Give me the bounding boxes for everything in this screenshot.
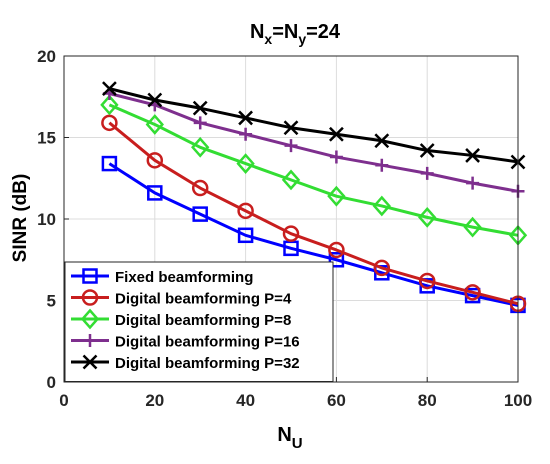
data-point — [372, 195, 391, 217]
legend-marker — [80, 308, 100, 330]
data-point — [282, 225, 300, 242]
x-axis-label-sub: U — [292, 435, 303, 452]
x-tick-label: 20 — [145, 391, 164, 410]
series-line — [108, 162, 519, 307]
data-point — [147, 185, 163, 201]
data-point — [102, 81, 117, 96]
data-point — [239, 127, 253, 141]
y-tick-label: 5 — [47, 292, 56, 311]
data-point — [284, 139, 298, 153]
data-point — [420, 166, 434, 180]
legend-box — [64, 261, 334, 382]
y-axis-label: SINR (dB) — [10, 174, 31, 263]
legend-item: Fixed beamforming — [71, 268, 253, 286]
data-point — [465, 148, 480, 163]
chart-title-tail: =24 — [306, 21, 341, 43]
x-tick-label: 0 — [59, 391, 68, 410]
chart-title-base: N — [250, 21, 264, 43]
x-axis-label-base: N — [277, 424, 291, 446]
series-line — [109, 87, 519, 164]
series-line — [109, 92, 519, 193]
legend-marker — [82, 354, 98, 370]
data-point — [238, 110, 253, 126]
series-line — [108, 121, 519, 306]
data-point — [236, 153, 255, 174]
legend-label: Digital beamforming P=4 — [115, 291, 292, 308]
data-point — [373, 259, 391, 277]
legend-item: Digital beamforming P=32 — [71, 354, 300, 372]
legend-item: Digital beamforming P=4 — [71, 289, 292, 308]
data-point — [283, 120, 299, 136]
data-point — [466, 176, 480, 190]
chart-title-mid: =N — [272, 21, 298, 43]
x-tick-label: 40 — [236, 391, 255, 410]
data-point — [191, 179, 209, 197]
legend-item: Digital beamforming P=8 — [71, 308, 291, 330]
data-point — [101, 114, 118, 132]
data-point — [327, 185, 346, 207]
chart-title-sub1: x — [264, 31, 272, 47]
data-point — [374, 133, 390, 149]
data-point — [145, 114, 164, 135]
x-tick-label: 100 — [504, 391, 532, 410]
chart-title-sub2: y — [298, 31, 306, 47]
x-tick-label: 60 — [327, 391, 346, 410]
data-point — [191, 136, 210, 158]
series-layer — [100, 81, 528, 314]
legend-marker — [81, 289, 99, 306]
data-point — [464, 284, 481, 301]
legend-item: Digital beamforming P=16 — [71, 334, 300, 351]
data-point — [101, 155, 118, 172]
data-point — [100, 94, 119, 116]
y-tick-label: 10 — [37, 210, 56, 229]
data-point — [329, 126, 344, 142]
data-point — [329, 150, 343, 164]
legend-label: Fixed beamforming — [115, 269, 253, 286]
data-point — [419, 143, 435, 158]
legend-label: Digital beamforming P=16 — [115, 334, 300, 351]
y-tick-label: 20 — [37, 47, 56, 66]
legend: Fixed beamforming Digital beamforming P=4… — [64, 261, 334, 382]
data-point — [237, 227, 254, 244]
series-line — [108, 103, 519, 237]
data-point — [237, 202, 254, 220]
y-tick-label: 15 — [37, 129, 56, 148]
x-tick-label: 80 — [418, 391, 437, 410]
data-point — [281, 169, 301, 191]
data-point — [192, 100, 208, 116]
data-point — [328, 252, 345, 268]
data-point — [463, 216, 482, 238]
legend-label: Digital beamforming P=32 — [115, 355, 300, 372]
series-3 — [100, 94, 528, 246]
x-axis-label: NU — [277, 424, 302, 452]
data-point — [147, 92, 163, 108]
data-point — [375, 158, 389, 172]
data-point — [328, 241, 345, 259]
series-2 — [101, 114, 527, 313]
data-point — [418, 272, 436, 290]
data-point — [146, 152, 164, 169]
data-point — [418, 206, 437, 228]
legend-label: Digital beamforming P=8 — [115, 312, 291, 329]
legend-marker — [83, 334, 97, 347]
data-point — [193, 116, 207, 130]
y-tick-label: 0 — [47, 373, 56, 392]
legend-marker — [82, 268, 98, 284]
series-5 — [102, 81, 526, 170]
data-point — [192, 206, 208, 222]
chart-title: Nx=Ny=24 — [250, 21, 341, 47]
